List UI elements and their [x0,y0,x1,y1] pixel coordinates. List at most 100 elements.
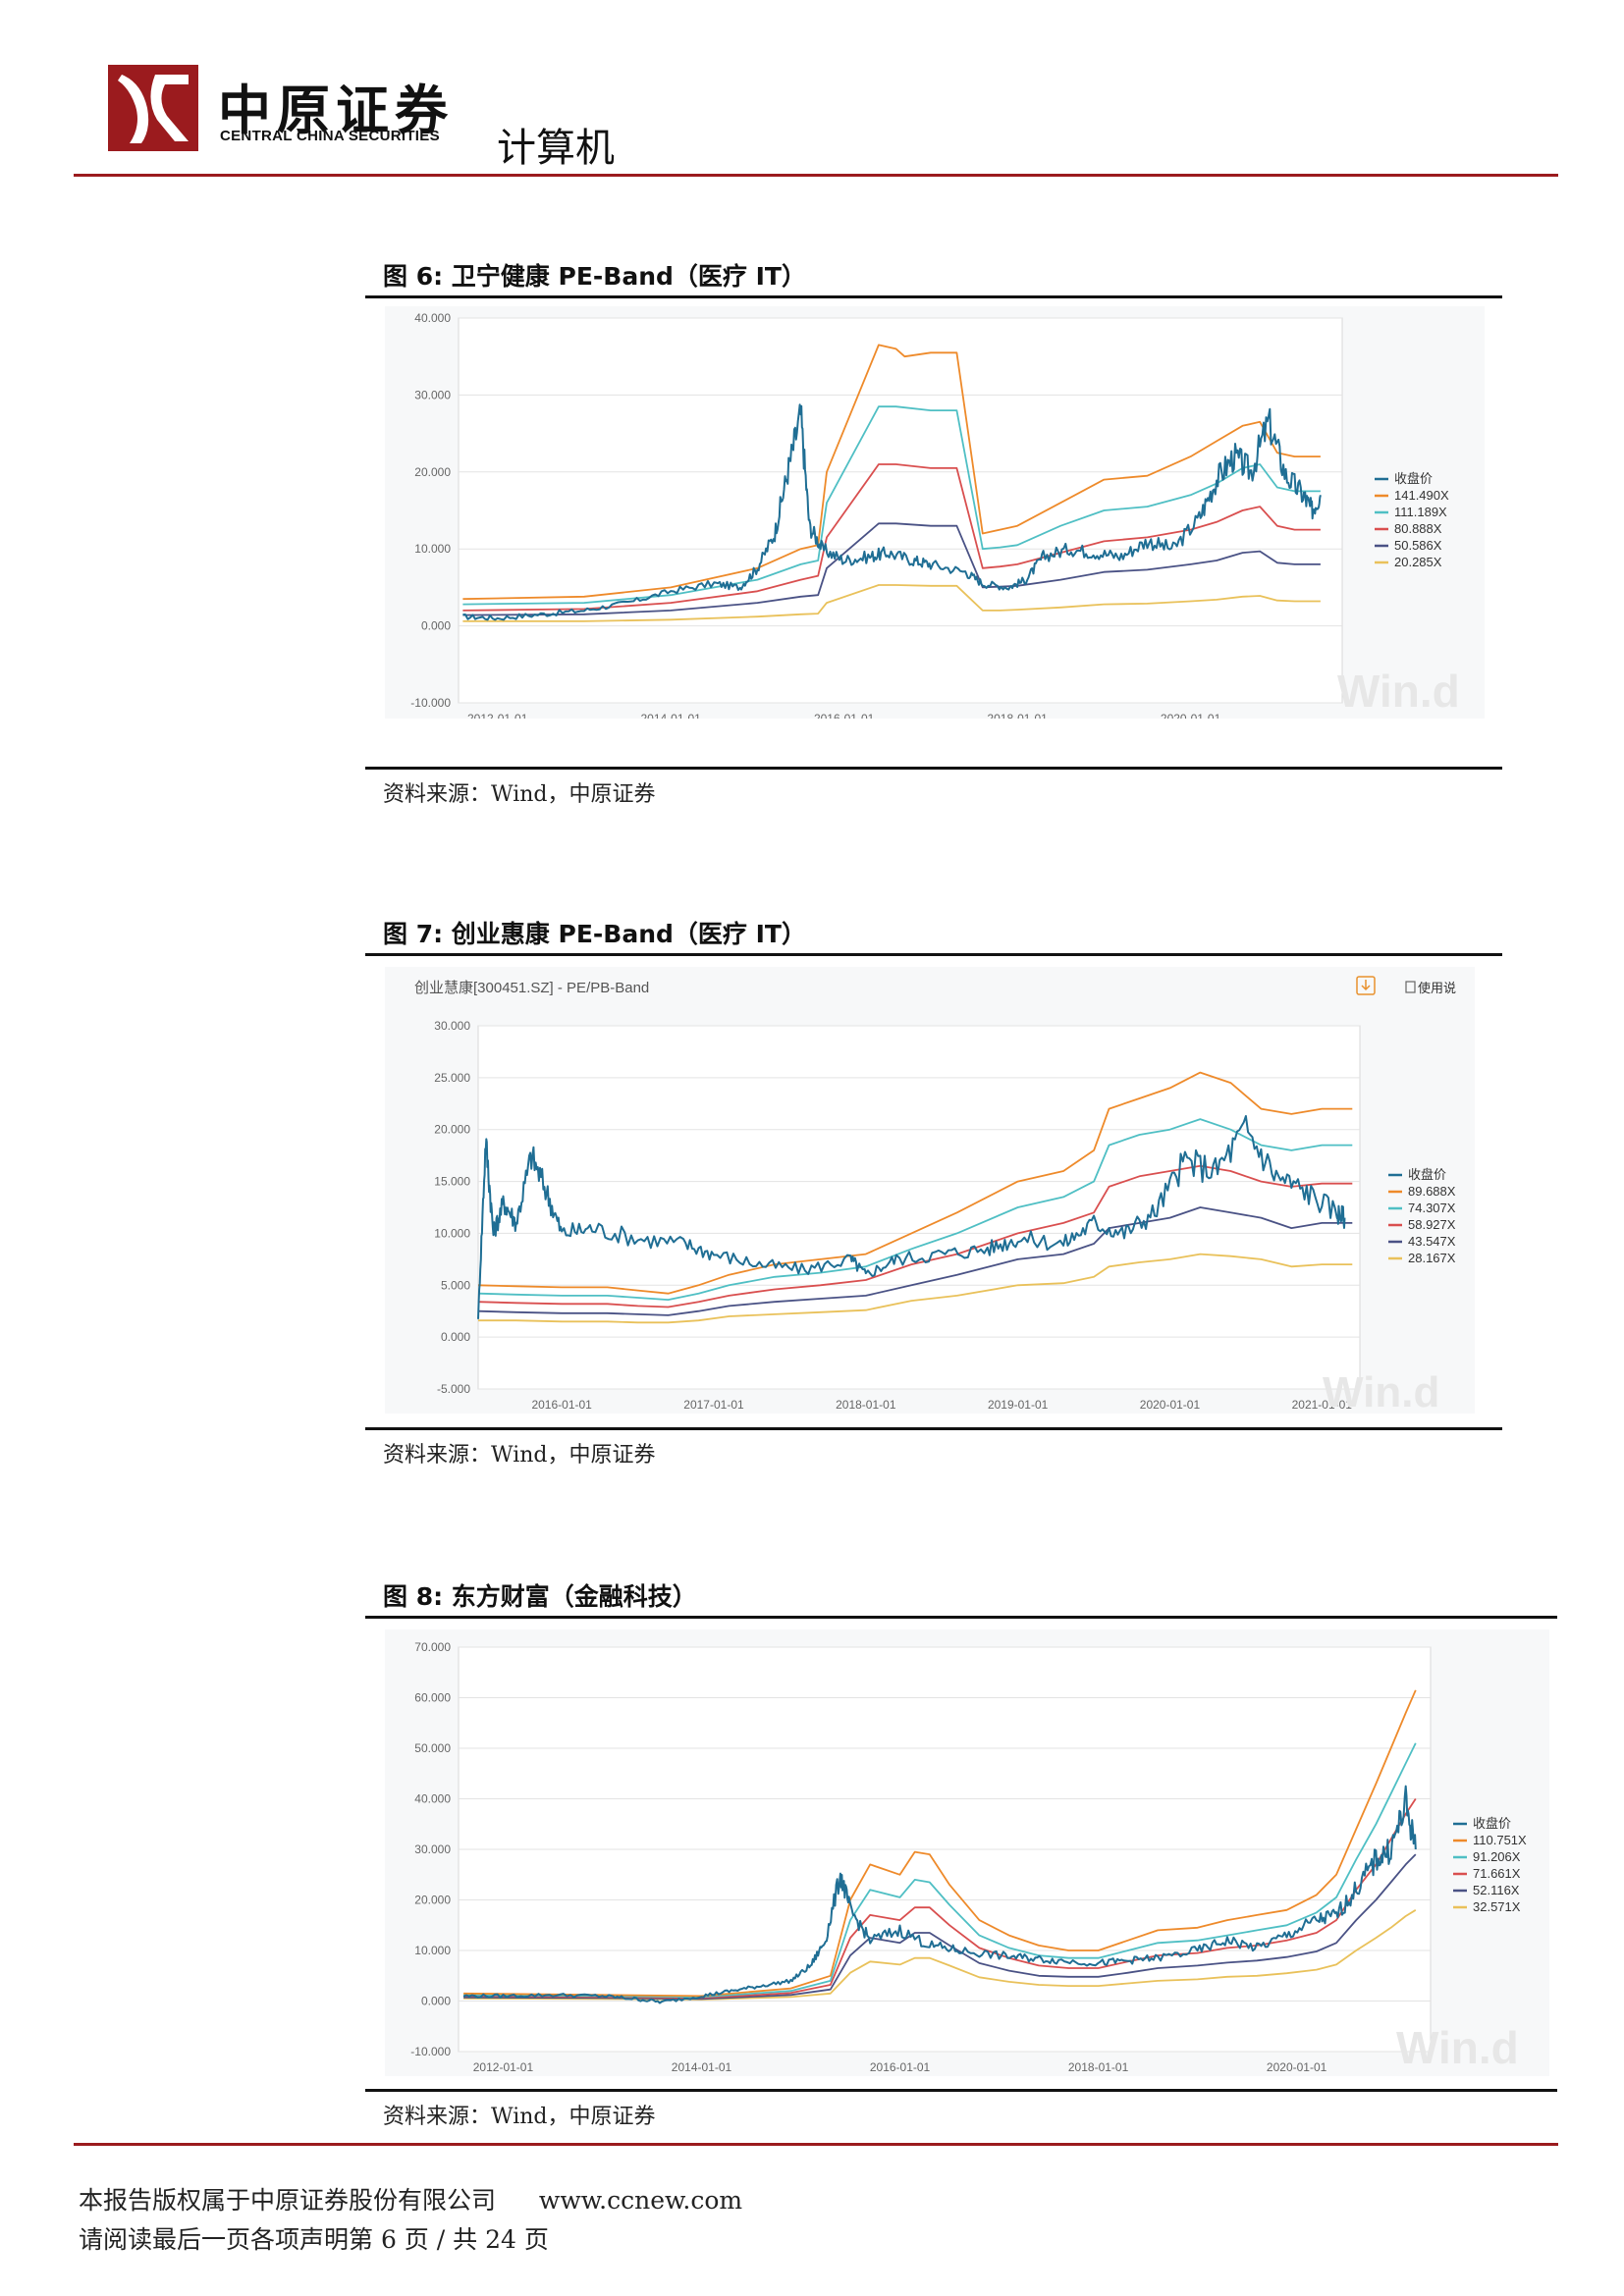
series-line-2 [477,1118,1353,1301]
figure-6-top-rule [365,295,1502,298]
x-tick-label: 2021-01-01 [1292,1398,1353,1412]
figure-8-source: 资料来源：Wind，中原证券 [383,2105,656,2129]
y-tick-label: 30.000 [434,1019,470,1033]
series-line-3 [462,463,1321,612]
legend-label: 43.547X [1408,1234,1456,1249]
y-tick-label: 20.000 [434,1123,470,1137]
y-tick-label: 40.000 [414,311,451,325]
figure-7-title: 图 7: 创业惠康 PE-Band（医疗 IT） [383,920,806,948]
series-line-4 [462,522,1321,616]
y-tick-label: 5.000 [441,1278,470,1292]
x-tick-label: 2016-01-01 [870,2060,931,2074]
y-tick-label: 10.000 [414,542,451,556]
section-name: 计算机 [497,126,615,171]
plot-area [458,317,1343,704]
figure-6-chart: 40.000 30.000 20.000 10.000 0.000 -10.000 2012… [385,306,1485,719]
legend-label: 28.167X [1408,1251,1456,1265]
y-tick-label: 0.000 [441,1330,470,1344]
wind-watermark: Win.d [1323,1368,1439,1416]
legend-label: 20.285X [1394,555,1442,569]
series-line-0 [462,403,1322,621]
footer-page-info: 请阅读最后一页各项声明第 6 页 / 共 24 页 [79,2225,549,2254]
chart-header-title: 创业慧康[300451.SZ] - PE/PB-Band [414,980,649,996]
figure-7-source: 资料来源：Wind，中原证券 [383,1443,656,1468]
y-tick-label: 0.000 [421,619,451,633]
x-tick-label: 2018-01-01 [1068,2060,1129,2074]
figure-7-top-rule [365,953,1502,956]
series-line-5 [463,1909,1417,2001]
x-tick-label: 2019-01-01 [988,1398,1049,1412]
footer-copyright: 本报告版权属于中原证券股份有限公司 [79,2186,497,2215]
y-tick-label: -5.000 [437,1382,470,1396]
series-line-4 [477,1206,1353,1316]
series-line-5 [462,584,1321,622]
x-tick-label: 2016-01-01 [531,1398,592,1412]
x-tick-label: 2014-01-01 [672,2060,732,2074]
legend-label: 收盘价 [1394,471,1433,486]
figure-8-title: 图 8: 东方财富（金融科技） [383,1582,697,1611]
y-tick-label: 25.000 [434,1071,470,1085]
y-tick-label: 0.000 [421,1995,451,2008]
figure-6-bottom-rule [365,767,1502,770]
y-tick-label: -10.000 [410,696,451,710]
y-tick-label: 50.000 [414,1741,451,1755]
y-tick-label: 10.000 [414,1944,451,1957]
y-tick-label: 10.000 [434,1226,470,1240]
series-line-3 [463,1798,1417,2000]
x-tick-label: 2020-01-01 [1267,2060,1327,2074]
series-line-1 [463,1689,1417,1998]
series-line-0 [462,1785,1417,2004]
x-tick-label: 2020-01-01 [1161,712,1221,719]
y-tick-label: 20.000 [414,1894,451,1907]
figure-8-chart: 70.000 60.000 50.000 40.000 30.000 20.000 10.0… [385,1629,1549,2076]
figure-7-chart: 创业慧康[300451.SZ] - PE/PB-Band 使用说 30.000 25.… [385,967,1475,1416]
series-line-1 [462,344,1321,601]
legend-label: 89.688X [1408,1184,1456,1199]
y-tick-label: 15.000 [434,1175,470,1189]
plot-area [477,1025,1361,1390]
wind-watermark: Win.d [1337,666,1460,717]
footer-copyright-line: 本报告版权属于中原证券股份有限公司 www.ccnew.com [79,2181,742,2216]
legend-label: 52.116X [1473,1883,1520,1897]
x-tick-label: 2018-01-01 [836,1398,896,1412]
x-tick-label: 2020-01-01 [1140,1398,1201,1412]
series-line-0 [477,1115,1346,1319]
y-tick-label: 20.000 [414,465,451,479]
footer-divider [74,2143,1558,2146]
legend-label: 74.307X [1408,1201,1456,1215]
logo-en-text: CENTRAL CHINA SECURITIES [220,128,440,144]
help-icon [1405,981,1416,993]
legend-label: 71.661X [1473,1866,1521,1881]
legend-label: 111.189X [1394,505,1447,519]
y-tick-label: 30.000 [414,1842,451,1856]
figure-6-title: 图 6: 卫宁健康 PE-Band（医疗 IT） [383,262,806,291]
figure-7-bottom-rule [365,1427,1502,1430]
y-tick-label: 40.000 [414,1792,451,1806]
legend-label: 收盘价 [1473,1816,1511,1831]
help-label: 使用说 [1418,981,1456,995]
y-tick-label: 30.000 [414,388,451,401]
x-tick-label: 2016-01-01 [814,712,875,719]
legend-label: 收盘价 [1408,1167,1446,1182]
legend-label: 50.586X [1394,538,1442,553]
x-tick-label: 2012-01-01 [467,712,528,719]
header-divider [74,174,1558,177]
wind-watermark: Win.d [1396,2022,1519,2073]
x-tick-label: 2014-01-01 [640,712,701,719]
y-tick-label: -10.000 [410,2045,451,2058]
y-tick-label: 70.000 [414,1640,451,1654]
figure-6-source: 资料来源：Wind，中原证券 [383,782,656,807]
company-logo-icon [108,65,198,151]
x-tick-label: 2018-01-01 [987,712,1048,719]
download-icon [1356,976,1376,995]
footer-url-link[interactable]: www.ccnew.com [538,2186,743,2215]
series-line-5 [478,1253,1353,1324]
y-tick-label: 60.000 [414,1691,451,1705]
series-line-2 [463,1742,1417,1999]
legend-label: 80.888X [1394,521,1442,536]
x-tick-label: 2017-01-01 [683,1398,744,1412]
x-tick-label: 2012-01-01 [473,2060,534,2074]
series-line-4 [463,1853,1417,2001]
legend-label: 32.571X [1473,1899,1521,1914]
legend-label: 58.927X [1408,1217,1456,1232]
